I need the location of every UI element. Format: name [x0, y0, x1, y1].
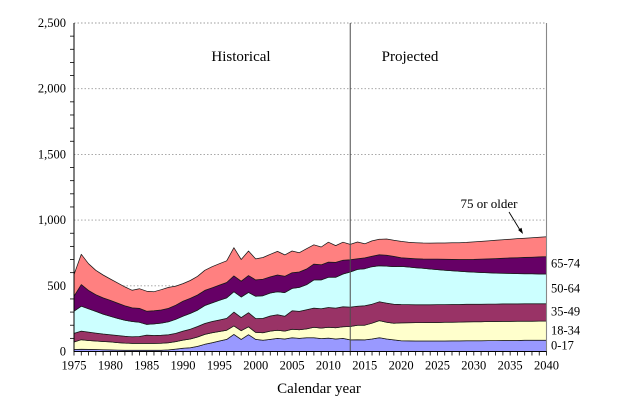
75-or-older-annotation: 75 or older [460, 196, 523, 234]
x-tick-label-1985: 1985 [134, 359, 159, 373]
75-or-older-label: 75 or older [460, 196, 518, 211]
x-tick-label-2010: 2010 [316, 359, 341, 373]
y-tick-label-2500: 2,500 [38, 16, 66, 30]
series-label-0-17: 0-17 [551, 339, 574, 353]
series-label-35-49: 35-49 [551, 305, 580, 319]
x-tick-label-1995: 1995 [207, 359, 232, 373]
x-tick-label-2015: 2015 [352, 359, 377, 373]
annotation-arrow-head-icon [518, 227, 523, 234]
x-tick-label-1990: 1990 [171, 359, 196, 373]
axes [70, 23, 548, 356]
x-tick-label-2005: 2005 [280, 359, 305, 373]
x-tick-label-2040: 2040 [534, 359, 559, 373]
annotation-arrow-line [508, 211, 521, 231]
x-tick-label-2000: 2000 [243, 359, 268, 373]
series-label-18-34: 18-34 [551, 324, 581, 338]
y-tick-label-500: 500 [47, 279, 66, 293]
stacked-areas [73, 236, 547, 352]
x-tick-label-2020: 2020 [389, 359, 414, 373]
x-tick-label-1980: 1980 [98, 359, 123, 373]
x-tick-label-2030: 2030 [461, 359, 486, 373]
series-label-50-64: 50-64 [551, 282, 581, 296]
y-tick-label-2000: 2,000 [38, 82, 66, 96]
x-tick-label-2035: 2035 [498, 359, 523, 373]
y-tick-label-1000: 1,000 [38, 213, 66, 227]
series-edge-labels: 65-74 50-64 35-49 18-340-17 [551, 257, 581, 353]
x-axis-title: Calendar year [277, 381, 361, 397]
x-tick-label-1975: 1975 [62, 359, 87, 373]
y-tick-label-1500: 1,500 [38, 147, 66, 161]
tick-labels: 0 500 1,000 1,500 2,000 2,500 1975 1980 1985 1990… [38, 16, 559, 373]
series-label-65-74: 65-74 [551, 257, 581, 271]
y-tick-label-0: 0 [60, 345, 66, 359]
historical-region-label: Historical [211, 49, 270, 65]
x-tick-label-2025: 2025 [425, 359, 450, 373]
projected-region-label: Projected [382, 49, 439, 65]
